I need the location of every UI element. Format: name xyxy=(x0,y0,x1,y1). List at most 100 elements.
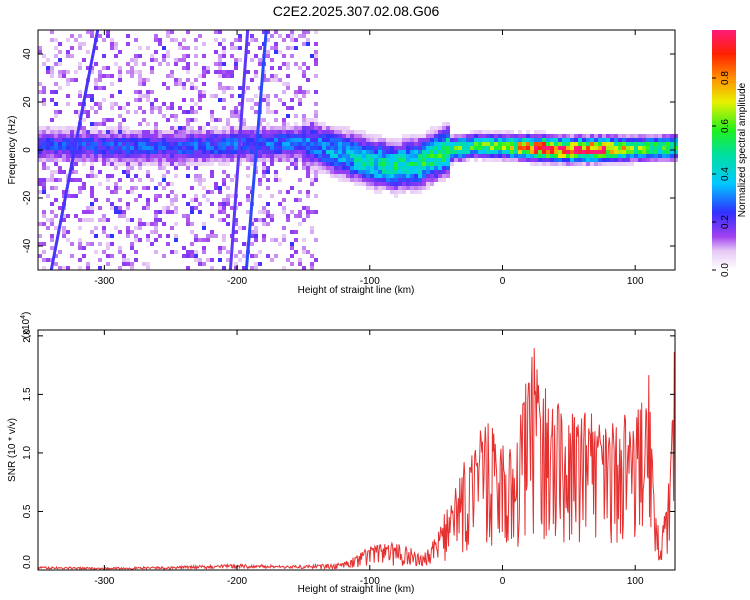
heatmap-cell xyxy=(70,178,74,182)
heatmap-cell xyxy=(498,130,502,134)
heatmap-cell xyxy=(438,138,442,142)
heatmap-cell xyxy=(74,158,78,162)
heatmap-cell xyxy=(434,146,438,150)
heatmap-cell xyxy=(590,150,594,154)
heatmap-cell xyxy=(314,54,318,58)
heatmap-cell xyxy=(226,86,230,90)
heatmap-cell xyxy=(262,222,266,226)
heatmap-cell xyxy=(530,162,534,166)
heatmap-cell xyxy=(398,170,402,174)
heatmap-cell xyxy=(554,142,558,146)
heatmap-cell xyxy=(90,98,94,102)
heatmap-cell xyxy=(218,202,222,206)
heatmap-cell xyxy=(266,38,270,42)
heatmap-cell xyxy=(402,150,406,154)
heatmap-cell xyxy=(42,134,46,138)
heatmap-cell xyxy=(310,134,314,138)
heatmap-cell xyxy=(58,250,62,254)
heatmap-cell xyxy=(454,158,458,162)
heatmap-cell xyxy=(194,38,198,42)
heatmap-cell xyxy=(190,210,194,214)
heatmap-cell xyxy=(542,158,546,162)
heatmap-cell xyxy=(542,138,546,142)
heatmap-cell xyxy=(554,158,558,162)
heatmap-cell xyxy=(354,142,358,146)
heatmap-cell xyxy=(478,154,482,158)
heatmap-cell xyxy=(138,154,142,158)
heatmap-cell xyxy=(182,58,186,62)
heatmap-cell xyxy=(170,146,174,150)
heatmap-cell xyxy=(306,158,310,162)
heatmap-cell xyxy=(530,154,534,158)
heatmap-cell xyxy=(550,146,554,150)
heatmap-cell xyxy=(394,142,398,146)
heatmap-cell xyxy=(162,46,166,50)
heatmap-cell xyxy=(590,142,594,146)
heatmap-cell xyxy=(50,210,54,214)
heatmap-cell xyxy=(82,182,86,186)
heatmap-cell xyxy=(406,142,410,146)
heatmap-cell xyxy=(294,214,298,218)
heatmap-cell xyxy=(154,158,158,162)
heatmap-cell xyxy=(254,226,258,230)
heatmap-cell xyxy=(50,70,54,74)
heatmap-cell xyxy=(202,262,206,266)
heatmap-cell xyxy=(214,38,218,42)
heatmap-cell xyxy=(358,182,362,186)
heatmap-cell xyxy=(322,126,326,130)
heatmap-cell xyxy=(302,74,306,78)
heatmap-cell xyxy=(82,162,86,166)
heatmap-cell xyxy=(98,182,102,186)
heatmap-cell xyxy=(50,222,54,226)
heatmap-cell xyxy=(294,90,298,94)
chart-title: C2E2.2025.307.02.08.G06 xyxy=(273,3,440,19)
heatmap-cell xyxy=(110,202,114,206)
heatmap-cell xyxy=(254,94,258,98)
heatmap-cell xyxy=(162,158,166,162)
heatmap-cell xyxy=(414,174,418,178)
heatmap-cell xyxy=(434,166,438,170)
heatmap-cell xyxy=(630,146,634,150)
heatmap-cell xyxy=(342,146,346,150)
heatmap-cell xyxy=(58,142,62,146)
heatmap-cell xyxy=(102,74,106,78)
heatmap-cell xyxy=(54,90,58,94)
heatmap-cell xyxy=(86,50,90,54)
heatmap-cell xyxy=(134,110,138,114)
heatmap-cell xyxy=(546,158,550,162)
heatmap-cell xyxy=(94,102,98,106)
heatmap-cell xyxy=(62,126,66,130)
heatmap-cell xyxy=(162,166,166,170)
heatmap-cell xyxy=(198,262,202,266)
heatmap-cell xyxy=(66,150,70,154)
heatmap-cell xyxy=(294,94,298,98)
heatmap-cell xyxy=(398,186,402,190)
heatmap-cell xyxy=(402,142,406,146)
heatmap-cell xyxy=(402,178,406,182)
heatmap-cell xyxy=(290,34,294,38)
heatmap-cell xyxy=(382,154,386,158)
heatmap-cell xyxy=(314,138,318,142)
heatmap-cell xyxy=(62,218,66,222)
heatmap-cell xyxy=(490,150,494,154)
heatmap-cell xyxy=(394,170,398,174)
heatmap-cell xyxy=(386,182,390,186)
heatmap-cell xyxy=(190,130,194,134)
heatmap-cell xyxy=(266,158,270,162)
heatmap-cell xyxy=(226,154,230,158)
heatmap-cell xyxy=(334,130,338,134)
heatmap-cell xyxy=(354,162,358,166)
heatmap-cell xyxy=(106,34,110,38)
heatmap-cell xyxy=(602,158,606,162)
heatmap-cell xyxy=(174,114,178,118)
heatmap-cell xyxy=(238,46,242,50)
heatmap-cell xyxy=(670,154,674,158)
heatmap-cell xyxy=(234,254,238,258)
heatmap-cell xyxy=(178,142,182,146)
heatmap-cell xyxy=(426,130,430,134)
heatmap-cell xyxy=(650,134,654,138)
heatmap-cell xyxy=(322,138,326,142)
heatmap-cell xyxy=(90,66,94,70)
heatmap-cell xyxy=(182,194,186,198)
heatmap-cell xyxy=(446,170,450,174)
